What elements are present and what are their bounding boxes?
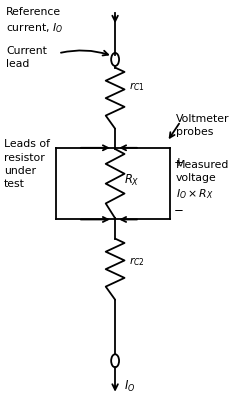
Text: $r_{C2}$: $r_{C2}$	[129, 255, 144, 268]
Text: $+$: $+$	[173, 156, 184, 169]
Text: Leads of
resistor
under
test: Leads of resistor under test	[4, 139, 50, 189]
Text: $R_X$: $R_X$	[124, 173, 140, 188]
Text: $-$: $-$	[173, 202, 184, 215]
Text: Measured
voltage
$I_O \times R_X$: Measured voltage $I_O \times R_X$	[176, 160, 229, 200]
Text: $I_O$: $I_O$	[124, 378, 135, 393]
Text: $r_{C1}$: $r_{C1}$	[129, 80, 144, 93]
Text: Voltmeter
probes: Voltmeter probes	[176, 114, 229, 137]
Text: Reference
current, $I_O$: Reference current, $I_O$	[6, 7, 64, 35]
Text: Current
lead: Current lead	[6, 46, 47, 69]
